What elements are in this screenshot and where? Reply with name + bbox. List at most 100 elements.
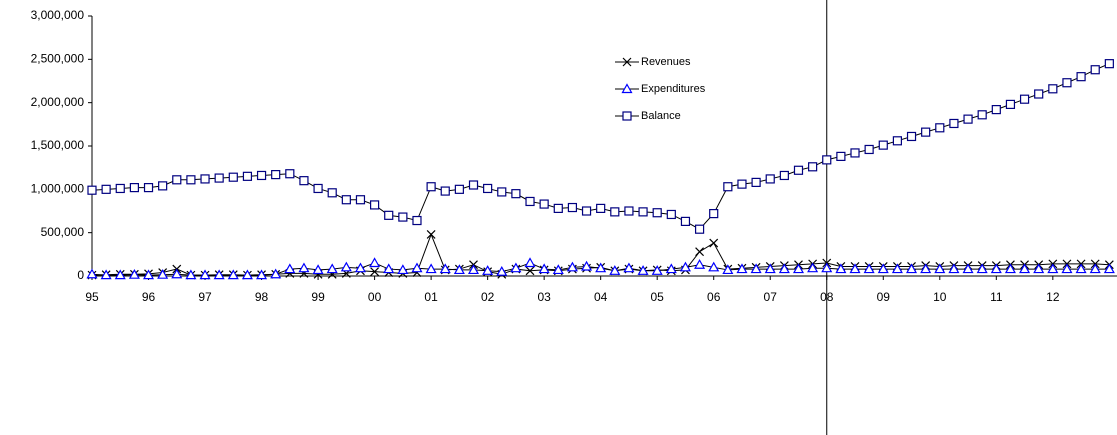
x-tick-label: 98 (255, 290, 269, 304)
data-point (496, 265, 508, 276)
data-point (609, 265, 621, 275)
data-point (525, 196, 535, 207)
data-point (850, 148, 860, 158)
data-point (963, 114, 973, 124)
data-point (822, 155, 832, 165)
data-point (397, 264, 409, 275)
data-point (976, 263, 988, 274)
data-point (638, 207, 648, 217)
data-point (1104, 59, 1114, 69)
data-point (101, 184, 111, 194)
data-point (227, 269, 239, 280)
x-tick-label: 03 (537, 290, 551, 304)
data-point (652, 208, 662, 218)
data-point (750, 263, 762, 274)
data-point (877, 263, 889, 274)
x-tick-label: 95 (85, 290, 99, 304)
data-point (892, 136, 903, 146)
x-tick-label: 01 (424, 290, 438, 304)
data-point (214, 173, 224, 183)
data-point (962, 263, 974, 274)
data-point (115, 183, 125, 194)
data-point (398, 212, 408, 222)
data-point (454, 184, 464, 194)
data-point (1004, 263, 1016, 274)
data-point (468, 180, 479, 190)
data-point (483, 183, 493, 194)
data-point (354, 262, 366, 273)
data-point (157, 268, 169, 279)
data-point (722, 264, 734, 275)
x-tick-label: 96 (142, 290, 156, 304)
data-point (991, 104, 1001, 115)
data-point (935, 123, 945, 133)
data-point (567, 202, 578, 213)
legend-label: Expenditures (641, 83, 706, 95)
data-point (129, 183, 139, 193)
data-point (242, 171, 253, 181)
data-point (1033, 263, 1045, 274)
data-point (665, 263, 677, 274)
marker-cross (622, 57, 632, 67)
data-point (779, 170, 789, 181)
y-tick-label: 1,500,000 (31, 138, 85, 152)
data-point (199, 269, 211, 280)
data-point (383, 263, 395, 274)
x-tick-label: 97 (198, 290, 212, 304)
data-point (581, 206, 592, 216)
x-tick-label: 00 (368, 290, 382, 304)
data-point (128, 268, 140, 279)
data-point (765, 174, 775, 184)
data-point (412, 215, 422, 226)
marker-cross (695, 247, 705, 257)
data-point (821, 262, 833, 273)
data-point (595, 262, 607, 273)
data-point (751, 177, 761, 187)
data-point (1062, 78, 1072, 88)
data-point (864, 144, 874, 155)
data-point (1076, 72, 1086, 82)
x-tick-label: 04 (594, 290, 608, 304)
data-point (299, 176, 309, 186)
data-point (370, 267, 380, 277)
data-point (453, 264, 465, 275)
data-point (764, 263, 776, 274)
data-point (285, 169, 295, 179)
data-point (949, 118, 959, 129)
legend-marker (621, 83, 633, 94)
data-point (369, 257, 381, 268)
data-point (906, 131, 917, 142)
data-point (1103, 263, 1115, 274)
data-point (1005, 99, 1016, 110)
x-tick-label: 09 (877, 290, 891, 304)
legend: Revenues Expenditures Balance (615, 56, 706, 122)
data-point (1075, 263, 1087, 274)
y-tick-label: 0 (77, 268, 84, 282)
data-point (553, 203, 563, 213)
marker-cross (525, 266, 535, 276)
data-point (651, 265, 663, 275)
data-point (807, 262, 819, 273)
data-point (581, 260, 593, 271)
data-point (808, 162, 818, 172)
data-point (482, 265, 494, 275)
data-point (270, 268, 282, 279)
data-point (341, 195, 351, 205)
data-point (510, 262, 522, 273)
data-point (114, 269, 126, 280)
data-point (228, 172, 238, 182)
data-point (185, 269, 197, 280)
data-point (948, 263, 960, 274)
data-point (679, 261, 691, 272)
data-point (990, 263, 1002, 274)
data-point (313, 183, 323, 194)
legend-marker (622, 111, 632, 121)
data-point (836, 151, 846, 161)
data-point (849, 263, 861, 274)
data-point (708, 261, 720, 272)
x-tick-label: 99 (311, 290, 325, 304)
data-point (426, 182, 436, 192)
data-point (709, 209, 719, 219)
